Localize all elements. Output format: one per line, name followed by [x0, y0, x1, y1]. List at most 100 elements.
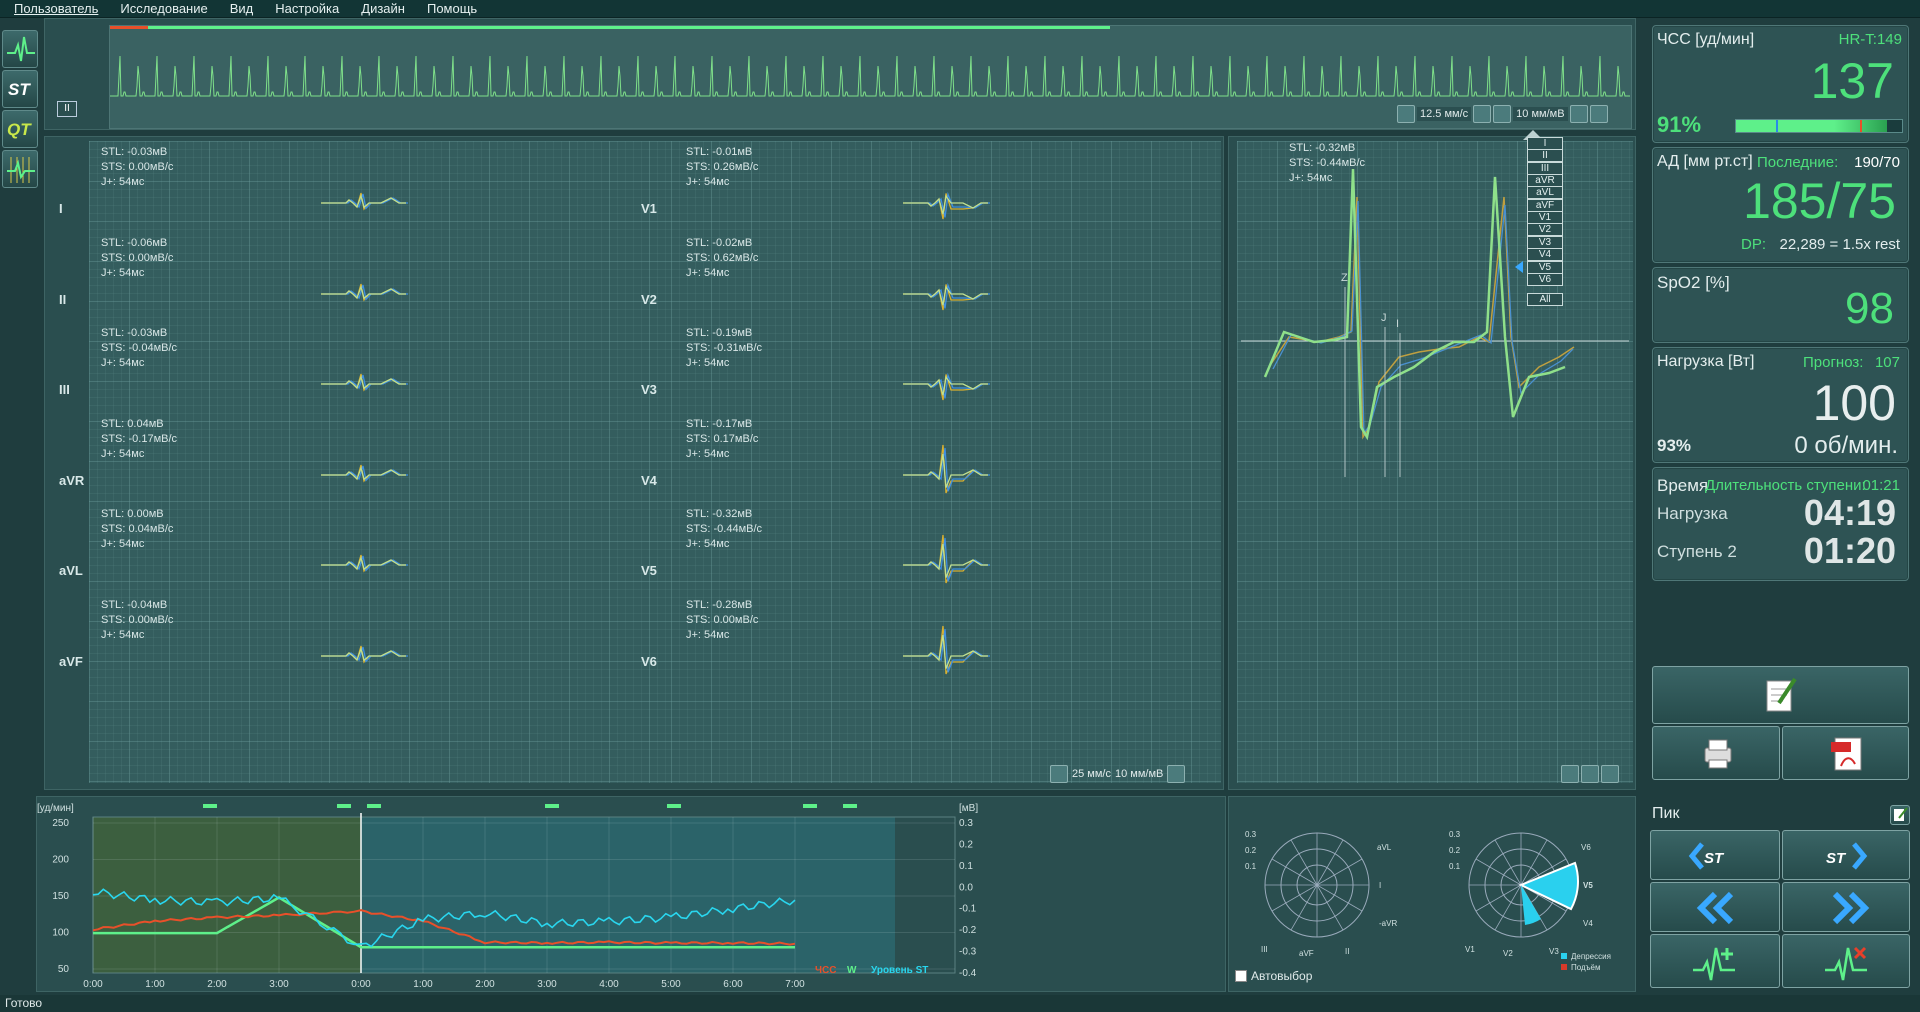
selected-lead-pointer-icon — [1515, 260, 1523, 273]
peak-edit-button[interactable] — [1890, 805, 1910, 825]
lead-j-V4: J+: 54мс — [686, 447, 730, 460]
trend-series-st — [92, 888, 796, 948]
zoom-settings-button[interactable] — [1581, 765, 1599, 783]
lead-select-aVF[interactable]: aVF — [1527, 198, 1563, 212]
lead-select-I[interactable]: I — [1527, 137, 1563, 150]
trend-ytick-right: 0.2 — [959, 839, 973, 850]
pdf-export-button[interactable] — [1782, 726, 1909, 780]
lead-stl-V3: STL: -0.19мВ — [686, 327, 753, 339]
menu-item-5[interactable]: Помощь — [426, 1, 478, 16]
menu-item-2[interactable]: Вид — [229, 1, 254, 16]
strip-speed-down-button[interactable] — [1397, 105, 1415, 123]
lead-select-II[interactable]: II — [1527, 149, 1563, 163]
zoom-scale-button[interactable] — [1561, 765, 1579, 783]
polar-left-ring-label: 0.3 — [1245, 830, 1257, 839]
strip-gain-up-button[interactable] — [1569, 105, 1588, 123]
lead-stl-II: STL: -0.06мВ — [101, 236, 168, 249]
strip-back-button[interactable] — [1589, 105, 1608, 123]
strip-speed-up-button[interactable] — [1473, 105, 1492, 123]
dp-label: DP: — [1741, 236, 1767, 253]
lead-j-V2: J+: 54мс — [686, 266, 730, 279]
spo2-value: 98 — [1845, 284, 1894, 333]
qt-view-button[interactable]: QT — [2, 110, 38, 148]
lead-select-V3[interactable]: V3 — [1527, 235, 1563, 249]
left-toolbar: ST QT — [0, 30, 40, 210]
lead-measurements-aVR: STL: 0.04мВ STS: -0.17мВ/с J+: 54мс — [101, 417, 177, 462]
lead-measurements-aVL: STL: 0.00мВ STS: 0.04мВ/с J+: 54мс — [101, 507, 173, 552]
menu-item-3[interactable]: Настройка — [275, 1, 340, 16]
lead-stl-aVF: STL: -0.04мВ — [101, 598, 168, 611]
load-value: 100 — [1812, 375, 1896, 431]
rewind-button[interactable] — [1650, 882, 1780, 932]
lead-complex-V1 — [903, 191, 990, 220]
trend-ytick-right: -0.2 — [959, 925, 977, 936]
bp-title: АД [мм рт.ст] — [1657, 153, 1753, 170]
ecg-view-button[interactable] — [2, 30, 38, 68]
bp-tile: АД [мм рт.ст] Последние: 190/70 185/75 D… — [1652, 147, 1909, 263]
zoom-ecg-button[interactable] — [1601, 765, 1619, 783]
lead-select-V6[interactable]: V6 — [1527, 272, 1563, 286]
lead-select-III[interactable]: III — [1527, 161, 1563, 175]
bp-last: 190/70 — [1854, 154, 1900, 171]
svg-text:ST: ST — [1826, 850, 1847, 867]
load-time-label: Нагрузка — [1657, 504, 1728, 523]
twelve-lead-panel: I STL: -0.03мВ STS: 0.00мВ/с J+: 54мс II STL:… — [44, 136, 1224, 790]
lead-select-aVR[interactable]: aVR — [1527, 174, 1563, 188]
event-marker — [843, 804, 857, 808]
st-prev-button[interactable]: ST — [1650, 830, 1780, 880]
notes-button[interactable] — [1652, 666, 1909, 724]
zoom-controls — [1561, 765, 1619, 783]
strip-marker — [110, 26, 148, 29]
lead-stl-V2: STL: -0.02мВ — [686, 236, 753, 249]
remove-complex-button[interactable] — [1782, 934, 1910, 988]
st-polar-charts: 0.3 0.2 0.1 aVL I -aVR II aVF III 0.3 0.2 0.1 V6 V5 V4… — [1245, 830, 1611, 972]
add-complex-button[interactable] — [1650, 934, 1780, 988]
lead-select-V5[interactable]: V5 — [1527, 260, 1563, 274]
menu-item-4[interactable]: Дизайн — [361, 1, 405, 16]
st-left-arrow-icon: ST — [1688, 842, 1725, 870]
event-marker — [337, 804, 351, 808]
trend-ytick-left: 100 — [52, 928, 69, 939]
lead-select-V4[interactable]: V4 — [1527, 248, 1563, 262]
hr-progress-fill — [1736, 120, 1888, 132]
st-view-button[interactable]: ST — [2, 70, 38, 108]
lead-scroll-up-icon[interactable] — [1523, 130, 1543, 140]
print-button[interactable] — [1652, 726, 1780, 780]
pause-button[interactable]: II — [57, 101, 77, 117]
polar-right-ring-label: 0.2 — [1449, 846, 1461, 855]
lead-select-all[interactable]: All — [1527, 293, 1563, 307]
lead-stl-aVL: STL: 0.00мВ — [101, 508, 164, 520]
legend-rise-swatch — [1561, 964, 1567, 970]
legend-st: Уровень ST — [871, 965, 928, 976]
forward-button[interactable] — [1782, 882, 1910, 932]
ecg-remove-icon — [1825, 946, 1867, 981]
lead-label-aVL: aVL — [59, 563, 83, 578]
lead-label-V2: V2 — [641, 291, 657, 307]
forecast-value: 107 — [1874, 354, 1900, 371]
st-right-arrow-icon: ST — [1826, 842, 1868, 870]
autoselect-checkbox[interactable]: Автовыбор — [1235, 969, 1312, 983]
stage-duration: 01:21 — [1862, 477, 1900, 494]
complex-settings-button[interactable] — [1167, 765, 1186, 783]
lead-sts-V3: STS: -0.31мВ/с — [686, 342, 763, 354]
st-next-button[interactable]: ST — [1782, 830, 1910, 880]
strip-gain-down-button[interactable] — [1493, 105, 1512, 123]
lead-select-aVL[interactable]: aVL — [1527, 186, 1563, 200]
legend-w: W — [847, 965, 857, 976]
lead-select-V1[interactable]: V1 — [1527, 211, 1563, 225]
lead-label-V6: V6 — [641, 653, 657, 669]
notepad-pen-icon — [1766, 677, 1797, 712]
hr-target: HR-T:149 — [1838, 31, 1902, 48]
stage-label: Ступень 2 — [1657, 542, 1737, 561]
menu-item-1[interactable]: Исследование — [120, 1, 208, 16]
trend-ytick-right: -0.3 — [959, 947, 977, 958]
menu-item-0[interactable]: Пользователь — [14, 1, 99, 16]
grid-wave-icon — [7, 157, 35, 183]
zoom-stl: STL: -0.32мВ — [1289, 142, 1356, 154]
trend-view-button[interactable] — [2, 150, 38, 188]
strip-progress — [110, 26, 1110, 29]
complex-scale-up-button[interactable] — [1050, 765, 1068, 783]
lead-label-II: II — [59, 291, 67, 307]
lead-select-V2[interactable]: V2 — [1527, 223, 1563, 237]
